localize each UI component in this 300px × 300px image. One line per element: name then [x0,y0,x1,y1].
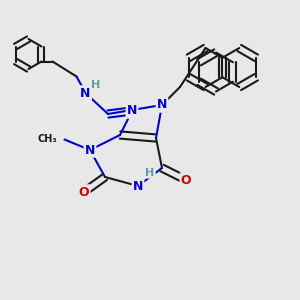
Text: N: N [157,98,167,112]
Text: CH₃: CH₃ [38,134,57,145]
Text: N: N [133,179,143,193]
Text: H: H [146,167,154,178]
Text: N: N [80,86,91,100]
Text: N: N [85,143,95,157]
Text: O: O [181,173,191,187]
Text: O: O [79,185,89,199]
Text: N: N [127,104,137,118]
Text: H: H [92,80,100,91]
